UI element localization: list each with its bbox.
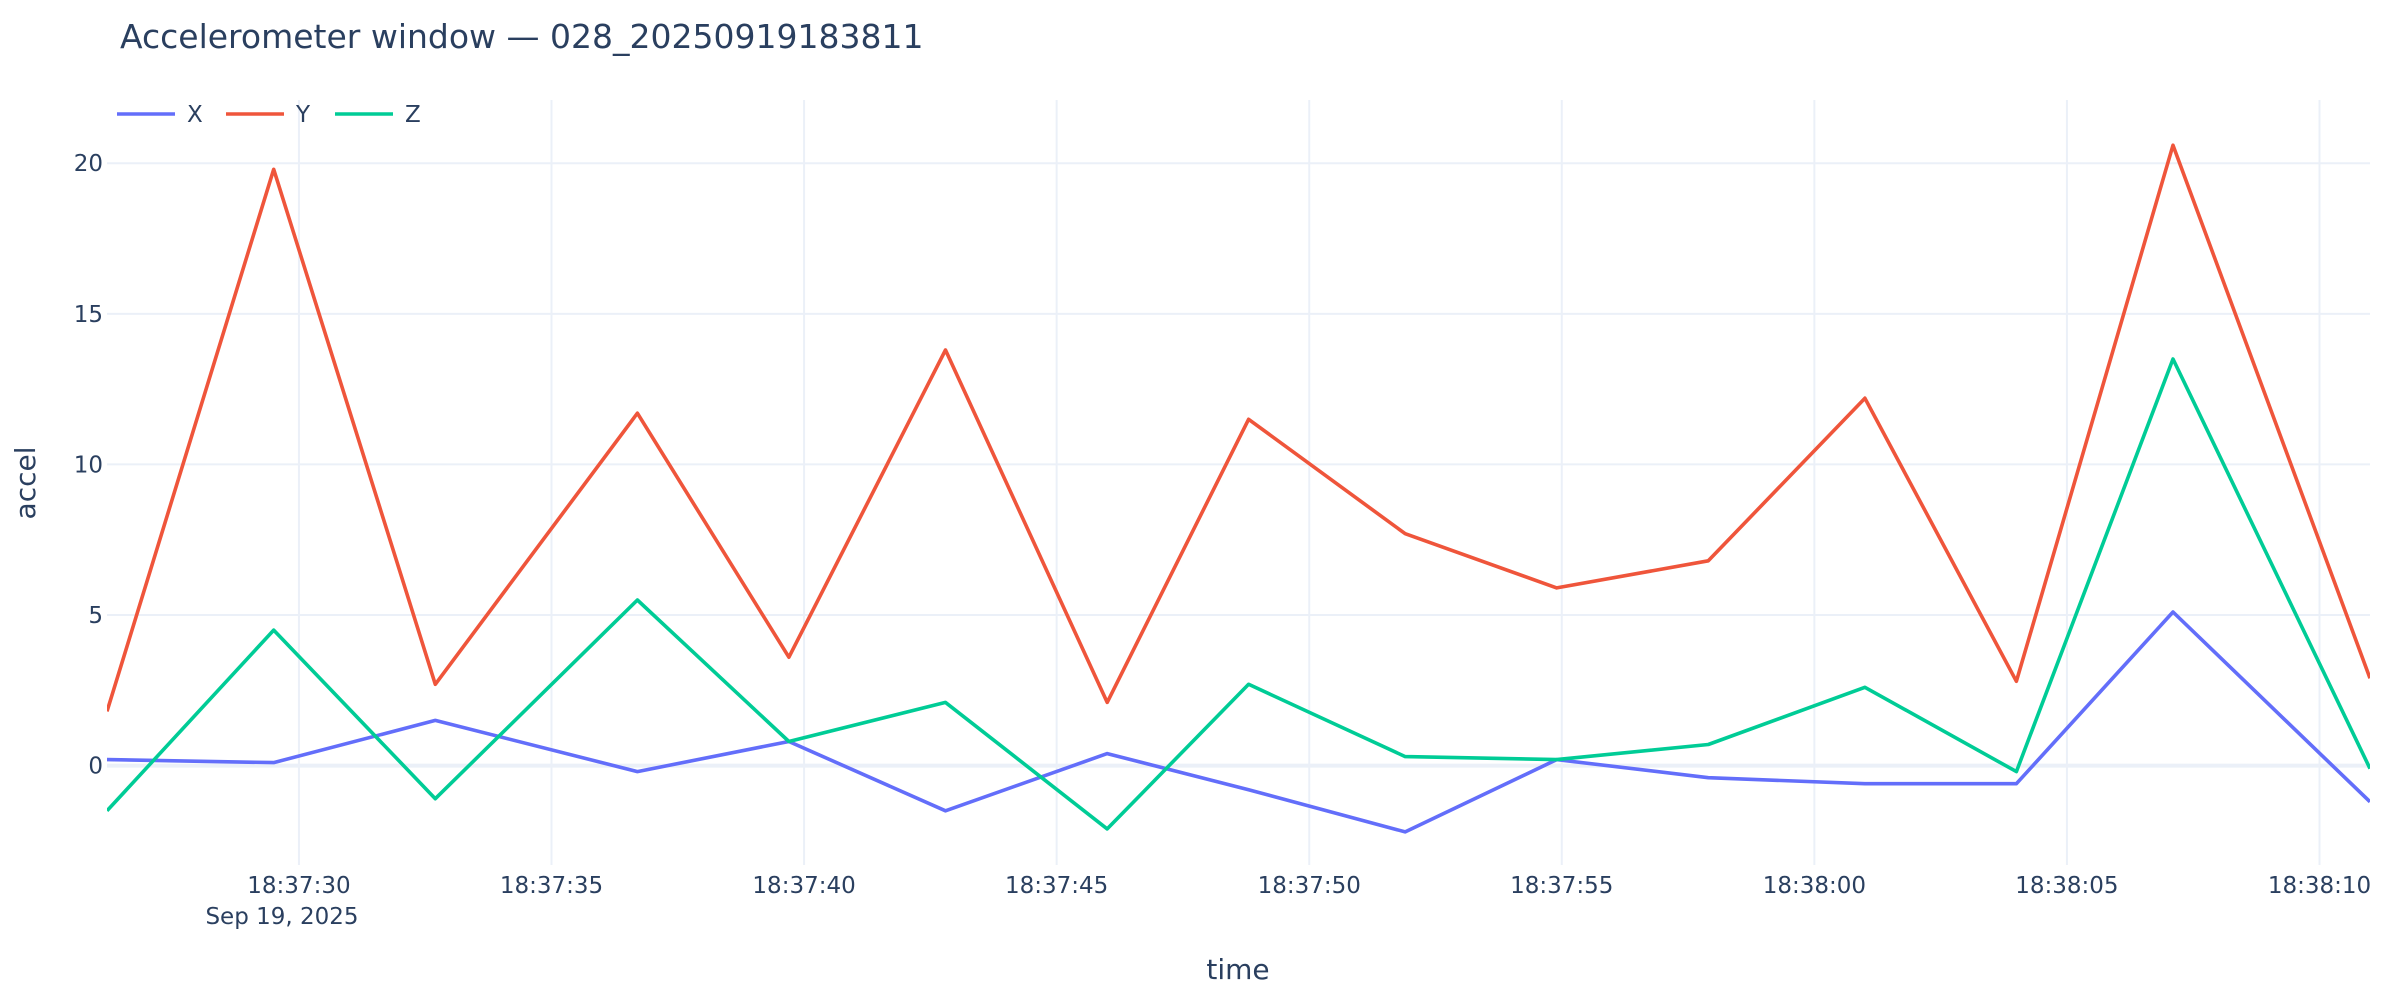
y-tick-label: 15	[74, 302, 103, 328]
x-tick-label: 18:37:55	[1510, 873, 1613, 899]
legend-label: Y	[295, 102, 311, 128]
y-tick-label: 0	[88, 754, 103, 780]
y-axis-title: accel	[9, 447, 42, 520]
x-tick-label: 18:38:05	[2015, 873, 2118, 899]
grid	[107, 100, 2370, 865]
x-axis-title: time	[1206, 953, 1269, 986]
x-tick-label: 18:37:50	[1258, 873, 1361, 899]
x-tick-label: 18:37:35	[500, 873, 603, 899]
x-tick-label: 18:37:40	[752, 873, 855, 899]
x-axis-date-label: Sep 19, 2025	[205, 904, 358, 930]
legend-item-z[interactable]: Z	[335, 102, 421, 128]
x-tick-label: 18:37:30	[247, 873, 350, 899]
x-tick-label: 18:37:45	[1005, 873, 1108, 899]
y-tick-label: 20	[74, 151, 103, 177]
legend: X Y Z	[117, 102, 421, 128]
legend-item-x[interactable]: X	[117, 102, 203, 128]
y-tick-label: 5	[88, 603, 103, 629]
series-line-z	[107, 357, 2370, 831]
x-tick-label: 18:38:00	[1763, 873, 1866, 899]
chart-title: Accelerometer window — 028_2025091918381…	[120, 17, 923, 56]
series-line-y	[107, 143, 2370, 712]
x-axis-ticks: 18:37:30 18:37:35 18:37:40 18:37:45 18:37:50…	[247, 873, 2371, 899]
legend-label: Z	[405, 102, 421, 128]
series-line-x	[107, 610, 2370, 834]
y-tick-label: 10	[74, 452, 103, 478]
legend-item-y[interactable]: Y	[226, 102, 311, 128]
x-tick-label: 18:38:10	[2268, 873, 2371, 899]
y-axis-ticks: 0 5 10 15 20	[74, 151, 103, 779]
series-layer	[107, 143, 2370, 834]
legend-label: X	[187, 102, 203, 128]
